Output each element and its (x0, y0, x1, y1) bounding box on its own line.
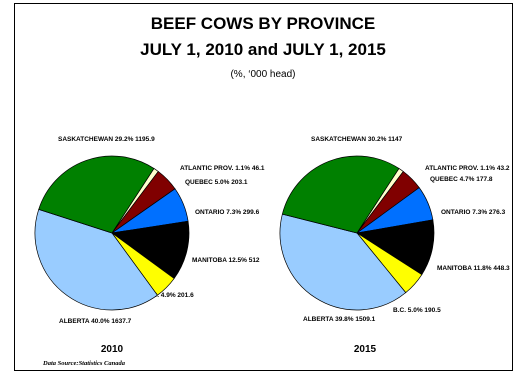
slice-label-2010-b-c: B.C. 4.9% 201.6 (146, 292, 194, 299)
slice-label-2015-manitoba: MANITOBA 11.8% 448.3 (437, 265, 510, 272)
slice-label-2010-saskatchewan: SASKATCHEWAN 29.2% 1195.9 (58, 136, 155, 143)
pie-slice-2015-saskatchewan (281, 155, 400, 234)
pie-slice-2010-alberta (34, 208, 158, 311)
year-label-2010: 2010 (101, 344, 124, 355)
slice-label-2010-alberta: ALBERTA 40.0% 1637.7 (59, 318, 132, 325)
slice-label-2010-quebec: QUEBEC 5.0% 203.1 (185, 179, 248, 186)
slice-label-2015-ontario: ONTARIO 7.3% 276.3 (441, 209, 506, 216)
slice-label-2010-ontario: ONTARIO 7.3% 299.6 (195, 209, 260, 216)
chart-title-line2: JULY 1, 2010 and JULY 1, 2015 (140, 40, 386, 59)
year-label-2015: 2015 (354, 344, 377, 355)
pie-slice-2010-saskatchewan (38, 155, 155, 234)
slice-label-2015-b-c: B.C. 5.0% 190.5 (393, 307, 441, 314)
slice-label-2015-quebec: QUEBEC 4.7% 177.8 (430, 176, 493, 183)
slice-label-2010-atlantic-prov: ATLANTIC PROV. 1.1% 46.1 (180, 165, 265, 172)
pie-slice-2010-manitoba (111, 220, 190, 280)
chart-subtitle: (%, ‘000 head) (230, 69, 295, 80)
slice-label-2015-saskatchewan: SASKATCHEWAN 30.2% 1147 (311, 136, 403, 143)
slice-label-2015-atlantic-prov: ATLANTIC PROV. 1.1% 43.2 (425, 165, 510, 172)
data-source-note: Data Source:Statistics Canada (42, 360, 126, 367)
slice-label-2015-alberta: ALBERTA 39.8% 1509.1 (303, 316, 376, 323)
chart-title: BEEF COWS BY PROVINCE (151, 14, 376, 33)
slice-label-2010-manitoba: MANITOBA 12.5% 512 (192, 257, 260, 264)
pie-slice-2015-alberta (279, 213, 407, 311)
